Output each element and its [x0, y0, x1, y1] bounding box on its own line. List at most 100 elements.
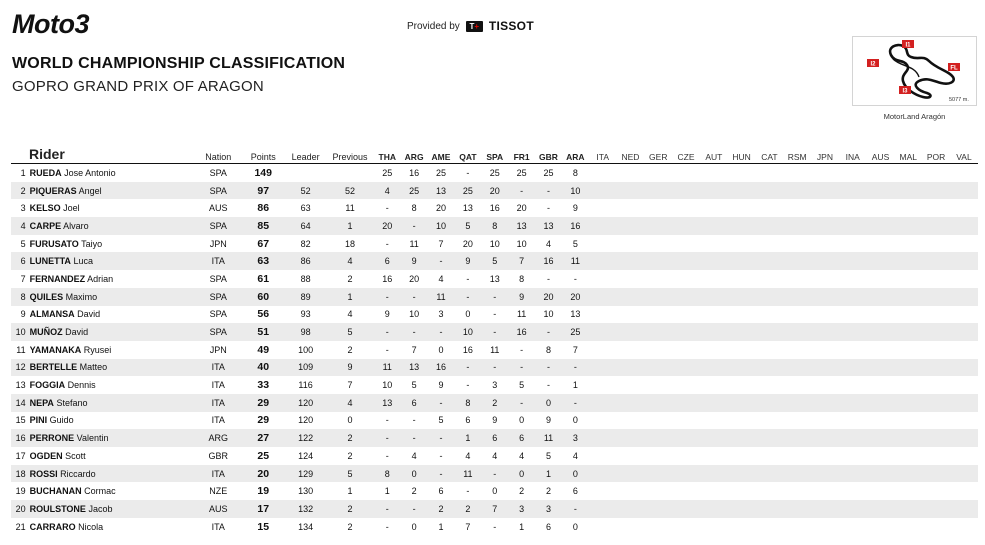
future-race-cell	[922, 482, 950, 500]
future-race-cell	[700, 288, 728, 306]
race-result: -	[466, 486, 470, 497]
future-race-cell	[950, 288, 978, 306]
col-race-arg: ARG	[400, 144, 428, 164]
rider-last-name: LUNETTA	[29, 256, 71, 267]
future-race-cell	[894, 341, 922, 359]
race-result: 0	[519, 415, 525, 426]
future-race-cell	[867, 306, 895, 324]
rider-position: 16	[15, 433, 26, 444]
rider-name: PIQUERAS Angel	[30, 182, 195, 200]
race-result: 2	[492, 397, 498, 408]
rider-last-name: FOGGIA	[29, 380, 66, 391]
future-race-cell	[950, 182, 978, 200]
future-race-cell	[644, 164, 672, 182]
future-race-cell	[728, 306, 756, 324]
race-result: -	[520, 185, 524, 196]
race-result: -	[466, 273, 470, 284]
future-race-cell	[867, 447, 895, 465]
future-race-cell	[950, 394, 978, 412]
race-result: -	[573, 362, 577, 373]
race-result: 11	[516, 309, 527, 320]
standings-rows: 1 RUEDA Jose Antonio SPA 149 25 16 25-25 25 25 8 2…	[11, 164, 978, 536]
col-leader: Leader	[284, 144, 327, 164]
future-race-cell	[756, 217, 784, 235]
rider-first-name: Scott	[65, 450, 86, 461]
rider-position: 8	[20, 291, 26, 302]
rider-nation: SPA	[209, 291, 227, 302]
future-race-cell	[811, 306, 839, 324]
future-race-cell	[617, 306, 645, 324]
race-result: -	[439, 450, 443, 461]
rider-points: 17	[257, 502, 270, 515]
race-result: 25	[489, 167, 500, 178]
rider-first-name: Taiyo	[81, 238, 103, 249]
future-race-cell	[922, 164, 950, 182]
race-result: 0	[519, 468, 525, 479]
future-race-cell	[811, 341, 839, 359]
future-race-cell	[783, 164, 811, 182]
future-race-cell	[589, 376, 617, 394]
future-race-cell	[756, 341, 784, 359]
rider-last-name: RUEDA	[29, 167, 62, 178]
future-race-cell	[756, 306, 784, 324]
race-result: 25	[516, 167, 527, 178]
future-race-cell	[728, 270, 756, 288]
race-result: 6	[545, 521, 551, 532]
rider-name: YAMANAKA Ryusei	[30, 341, 195, 359]
rider-points: 40	[257, 361, 270, 374]
race-result: 8	[545, 344, 551, 355]
future-race-cell	[811, 447, 839, 465]
rider-first-name: Adrian	[87, 273, 114, 284]
race-result: 25	[382, 167, 393, 178]
race-result: 9	[492, 415, 498, 426]
gap-to-previous: 4	[347, 309, 353, 320]
race-result: 13	[516, 220, 527, 231]
race-result: 1	[519, 521, 525, 532]
race-result: -	[547, 203, 550, 214]
future-race-cell	[922, 288, 950, 306]
race-result: 5	[492, 256, 498, 267]
race-result: 4	[545, 238, 551, 249]
race-result: 4	[384, 185, 390, 196]
future-race-cell	[644, 412, 672, 430]
future-race-cell	[644, 217, 672, 235]
future-race-cell	[644, 323, 672, 341]
future-race-cell	[839, 182, 867, 200]
race-result: 10	[462, 327, 473, 338]
col-race-gbr: GBR	[535, 144, 562, 164]
future-race-cell	[589, 199, 617, 217]
rider-first-name: Luca	[73, 256, 93, 267]
race-result: 2	[519, 486, 525, 497]
future-race-cell	[644, 252, 672, 270]
future-race-cell	[811, 182, 839, 200]
race-result: 20	[570, 291, 581, 302]
future-race-cell	[700, 217, 728, 235]
race-result: -	[412, 433, 416, 444]
gap-to-leader: 100	[298, 344, 314, 355]
future-race-cell	[783, 341, 811, 359]
gap-to-leader: 130	[298, 486, 314, 497]
rider-nation: ITA	[211, 415, 225, 426]
rider-last-name: PERRONE	[29, 433, 75, 444]
rider-points: 67	[257, 237, 270, 250]
rider-position: 5	[20, 238, 26, 249]
rider-first-name: Joel	[63, 203, 80, 214]
race-result: 16	[409, 167, 420, 178]
rider-name: PINI Guido	[30, 412, 195, 430]
rider-points: 29	[257, 414, 270, 427]
future-race-cell	[894, 199, 922, 217]
future-race-cell	[922, 235, 950, 253]
standings-table-wrap: Rider Nation Points Leader Previous THA A…	[11, 144, 978, 535]
race-result: 8	[572, 167, 578, 178]
gap-to-previous: 2	[347, 433, 353, 444]
rider-nation: ITA	[211, 468, 225, 479]
race-result: -	[573, 397, 577, 408]
future-race-cell	[644, 394, 672, 412]
future-race-cell	[672, 482, 700, 500]
col-points: Points	[241, 144, 285, 164]
race-result: 16	[489, 203, 500, 214]
future-race-cell	[950, 235, 978, 253]
table-row: 7 FERNANDEZ Adrian SPA 61 88 2 16 20 4-13 8- -	[11, 270, 978, 288]
table-row: 10 MUÑOZ David SPA 51 98 5- - -10-16-25	[11, 323, 978, 341]
future-race-cell	[617, 394, 645, 412]
